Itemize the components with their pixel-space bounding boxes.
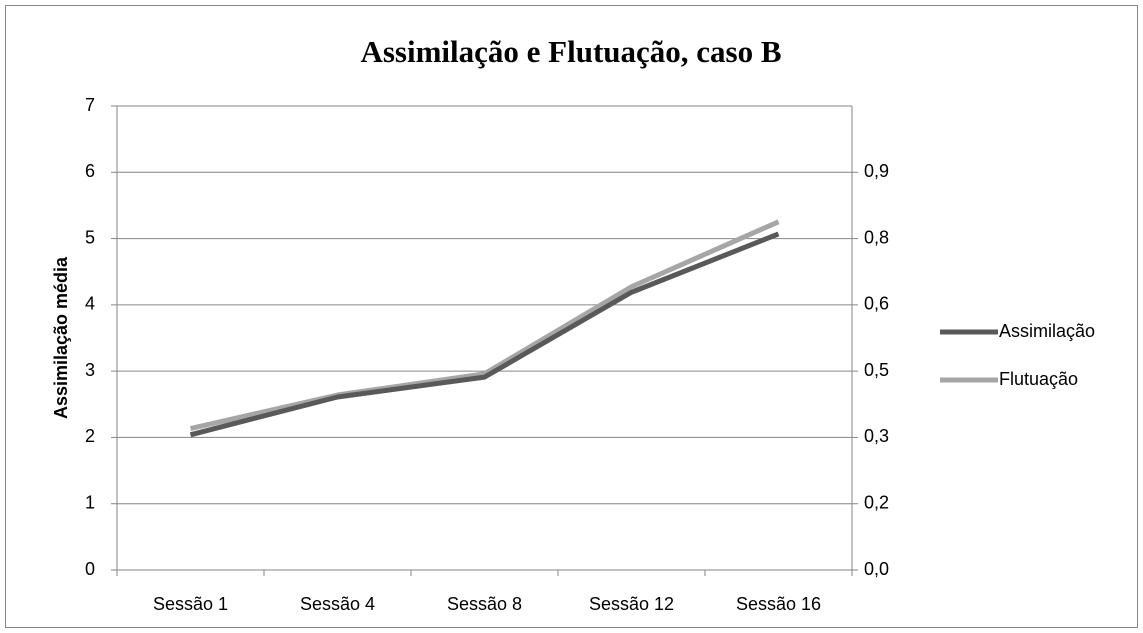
x-tick-label: Sessão 8 <box>447 594 522 614</box>
y2-tick-label: 0,5 <box>864 360 889 380</box>
chart-title: Assimilação e Flutuação, caso B <box>360 34 781 69</box>
y-tick-label: 6 <box>85 161 95 181</box>
y2-tick-label: 0,2 <box>864 492 889 512</box>
y2-tick-label: 0,9 <box>864 161 889 181</box>
y-tick-label: 2 <box>85 426 95 446</box>
y-axis-title: Assimilação média <box>51 256 71 419</box>
chart-frame <box>5 5 1138 628</box>
y2-tick-label: 0,8 <box>864 227 889 247</box>
x-tick-label: Sessão 1 <box>153 594 228 614</box>
y-tick-label: 7 <box>85 95 95 115</box>
y2-tick-label: 0,3 <box>864 426 889 446</box>
y-tick-label: 0 <box>85 559 95 579</box>
y-tick-label: 3 <box>85 360 95 380</box>
y-tick-label: 4 <box>85 294 95 314</box>
x-tick-label: Sessão 4 <box>300 594 375 614</box>
legend-label: Flutuação <box>999 369 1078 389</box>
y2-tick-label: 0,6 <box>864 294 889 314</box>
x-tick-label: Sessão 12 <box>589 594 674 614</box>
series-line <box>189 231 780 438</box>
y2-tick-label: 0,0 <box>864 559 889 579</box>
y-tick-label: 5 <box>85 227 95 247</box>
y-tick-label: 1 <box>85 492 95 512</box>
x-tick-label: Sessão 16 <box>736 594 821 614</box>
series-line <box>189 219 780 432</box>
legend-label: Assimilação <box>999 321 1095 341</box>
